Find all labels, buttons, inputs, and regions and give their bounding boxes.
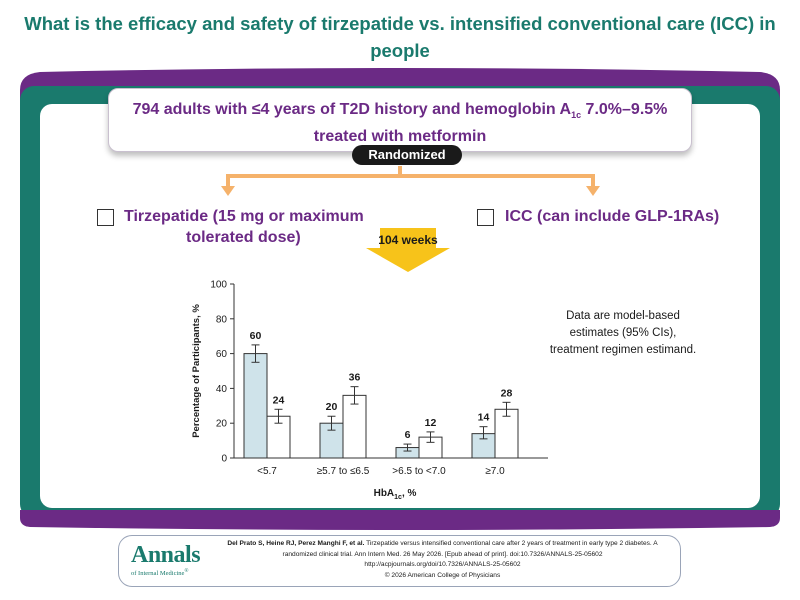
x-tick-label: >6.5 to <7.0 [392,466,446,477]
population-line-1: 794 adults with ≤4 years of T2D history … [132,101,668,121]
title-line-1: What is the efficacy and safety of tirze… [24,13,776,61]
y-tick-label: 20 [216,419,228,430]
citation-url: http://acpjournals.org/doi/10.7326/ANNAL… [364,561,521,568]
citation-details: Tirzepatide versus intensified conventio… [282,540,658,558]
citation-text: Del Prato S, Heine RJ, Perez Manghi F, e… [215,539,670,581]
branch-arrow [226,166,595,188]
data-label: 28 [501,387,513,399]
estimate-note: Data are model-based estimates (95% CIs)… [549,310,697,356]
x-axis-label: HbA1c, % [374,488,417,501]
duration-label: 104 weeks [378,233,438,247]
icc-swatch [477,209,494,226]
bar-icc [342,394,367,459]
icc-arm-label: ICC (can include GLP-1RAs) [505,208,720,225]
y-tick-label: 80 [216,314,228,325]
copyright: © 2026 American College of Physicians [384,571,501,579]
bar-tirzepatide [243,353,268,459]
x-tick-label: ≥5.7 to ≤6.5 [317,466,370,477]
left-arrowhead [221,186,235,196]
x-tick-label: <5.7 [257,466,277,477]
randomized-pill: Randomized [352,145,462,165]
data-label: 12 [425,417,437,429]
y-tick-label: 40 [216,384,228,395]
data-label: 36 [349,372,361,384]
annals-logo-subtitle: of Internal Medicine® [131,568,189,578]
y-tick-label: 100 [210,280,227,291]
data-label: 20 [326,401,338,413]
tirzepatide-swatch [97,209,114,226]
citation-box [118,535,681,587]
y-tick-label: 60 [216,349,228,360]
tirzepatide-arm-label: Tirzepatide (15 mg or maximum tolerated … [124,208,364,246]
citation-authors: Del Prato S, Heine RJ, Perez Manghi F, e… [227,540,365,547]
data-label: 6 [405,429,411,441]
population-line-2: treated with metformin [313,128,487,146]
frame-bottom-band [20,510,780,530]
data-label: 24 [273,394,285,406]
data-label: 14 [478,412,490,424]
weeks-arrow [366,228,450,272]
right-arrowhead [586,186,600,196]
annals-logo: Annals [131,542,201,568]
citation-line: Del Prato S, Heine RJ, Perez Manghi F, e… [215,539,670,560]
y-tick-label: 0 [221,454,227,465]
data-label: 60 [250,330,262,342]
x-tick-label: ≥7.0 [485,466,505,477]
y-axis-label: Percentage of Participants, % [191,304,202,438]
